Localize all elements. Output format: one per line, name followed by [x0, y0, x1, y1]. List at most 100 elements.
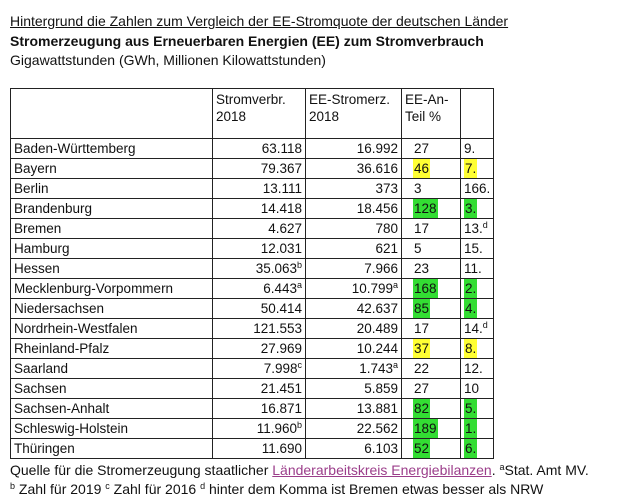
cell-ee-anteil: 17	[401, 318, 461, 339]
cell-stromverbrauch: 35.063b	[212, 258, 306, 279]
table-row: Thüringen 11.690 6.103 52 6.	[10, 438, 495, 459]
rang-value: 9.	[464, 141, 476, 156]
cell-land: Hessen	[10, 258, 213, 279]
cell-ee-stromerzeugung: 621	[305, 238, 402, 259]
cell-ee-anteil: 3	[401, 178, 461, 199]
cell-stromverbrauch: 4.627	[212, 218, 306, 239]
cell-stromverbrauch: 21.451	[212, 378, 306, 399]
anteil-value: 168	[413, 279, 438, 298]
anteil-value: 3	[414, 181, 422, 196]
cell-rang: 12.	[459, 358, 495, 379]
unit-line: Gigawattstunden (GWh, Millionen Kilowatt…	[10, 52, 326, 68]
cell-rang: 2.	[459, 278, 495, 299]
anteil-value: 27	[414, 381, 430, 396]
cell-ee-stromerzeugung: 10.244	[305, 338, 402, 359]
rang-value: 11.	[464, 261, 482, 276]
cell-land: Bremen	[10, 218, 213, 239]
anteil-value: 27	[414, 141, 430, 156]
cell-stromverbrauch: 121.553	[212, 318, 306, 339]
cell-stromverbrauch: 14.418	[212, 198, 306, 219]
anteil-value: 85	[413, 299, 431, 318]
footer-source-text: Quelle für die Stromerzeugung staatliche…	[10, 462, 273, 478]
cell-land: Rheinland-Pfalz	[10, 338, 213, 359]
cell-rang: 13.d	[459, 218, 495, 239]
table-title: Stromerzeugung aus Erneuerbaren Energien…	[10, 33, 484, 49]
header-cell-stromverbrauch: Stromverbr. 2018	[212, 88, 306, 139]
cell-ee-stromerzeugung: 16.992	[305, 138, 402, 159]
cell-ee-anteil: 5	[401, 238, 461, 259]
cell-ee-anteil: 37	[401, 338, 461, 359]
cell-ee-stromerzeugung: 5.859	[305, 378, 402, 399]
heading-line1: Hintergrund die Zahlen zum Vergleich der…	[10, 13, 509, 29]
table-row: Mecklenburg-Vorpommern 6.443a 10.799a 168 2.	[10, 278, 495, 299]
cell-land: Sachsen-Anhalt	[10, 398, 213, 419]
cell-ee-anteil: 17	[401, 218, 461, 239]
cell-land: Brandenburg	[10, 198, 213, 219]
cell-land: Berlin	[10, 178, 213, 199]
header-cell-rang	[459, 88, 495, 139]
anteil-value: 23	[414, 261, 430, 276]
rang-value: 5.	[464, 399, 478, 418]
cell-rang: 7.	[459, 158, 495, 179]
cell-ee-stromerzeugung: 1.743a	[305, 358, 402, 379]
data-table: Stromverbr. 2018 EE-Stromerz. 2018 EE-An- T…	[10, 88, 495, 459]
table-row: Hessen 35.063b 7.966 23 11.	[10, 258, 495, 279]
cell-ee-anteil: 168	[401, 278, 461, 299]
cell-ee-stromerzeugung: 373	[305, 178, 402, 199]
cell-ee-anteil: 22	[401, 358, 461, 379]
cell-ee-anteil: 189	[401, 418, 461, 439]
cell-rang: 5.	[459, 398, 495, 419]
anteil-value: 37	[413, 339, 431, 358]
cell-rang: 11.	[459, 258, 495, 279]
table-header-row: Stromverbr. 2018 EE-Stromerz. 2018 EE-An- T…	[10, 88, 495, 139]
cell-rang: 3.	[459, 198, 495, 219]
cell-stromverbrauch: 12.031	[212, 238, 306, 259]
anteil-value: 128	[413, 199, 438, 218]
cell-rang: 4.	[459, 298, 495, 319]
table-row: Saarland 7.998c 1.743a 22 12.	[10, 358, 495, 379]
cell-land: Saarland	[10, 358, 213, 379]
cell-ee-stromerzeugung: 36.616	[305, 158, 402, 179]
table-row: Berlin 13.111 373 3 166.	[10, 178, 495, 199]
cell-land: Schleswig-Holstein	[10, 418, 213, 439]
rang-value: 12.	[464, 361, 483, 376]
cell-land: Thüringen	[10, 438, 213, 459]
rang-value: 2.	[464, 279, 478, 298]
rang-value: 13.d	[464, 220, 488, 237]
table-row: Baden-Württemberg 63.118 16.992 27 9.	[10, 138, 495, 159]
cell-stromverbrauch: 7.998c	[212, 358, 306, 379]
cell-rang: 166.	[459, 178, 495, 199]
anteil-value: 46	[413, 159, 431, 178]
rang-value: 14.d	[464, 320, 488, 337]
anteil-value: 52	[413, 439, 431, 458]
table-row: Bayern 79.367 36.616 46 7.	[10, 158, 495, 179]
table-row: Sachsen-Anhalt 16.871 13.881 82 5.	[10, 398, 495, 419]
cell-land: Sachsen	[10, 378, 213, 399]
cell-ee-stromerzeugung: 780	[305, 218, 402, 239]
rang-value: 10	[464, 381, 480, 396]
cell-ee-stromerzeugung: 13.881	[305, 398, 402, 419]
cell-land: Mecklenburg-Vorpommern	[10, 278, 213, 299]
cell-land: Niedersachsen	[10, 298, 213, 319]
cell-ee-stromerzeugung: 10.799a	[305, 278, 402, 299]
rang-value: 4.	[464, 299, 478, 318]
cell-stromverbrauch: 13.111	[212, 178, 306, 199]
cell-ee-anteil: 128	[401, 198, 461, 219]
cell-rang: 1.	[459, 418, 495, 439]
cell-ee-stromerzeugung: 20.489	[305, 318, 402, 339]
rang-value: 3.	[464, 199, 478, 218]
table-row: Brandenburg 14.418 18.456 128 3.	[10, 198, 495, 219]
cell-land: Baden-Württemberg	[10, 138, 213, 159]
cell-stromverbrauch: 6.443a	[212, 278, 306, 299]
cell-land: Hamburg	[10, 238, 213, 259]
cell-stromverbrauch: 50.414	[212, 298, 306, 319]
table-row: Nordrhein-Westfalen 121.553 20.489 17 14.d	[10, 318, 495, 339]
cell-land: Nordrhein-Westfalen	[10, 318, 213, 339]
energiebilanzen-link[interactable]: Länderarbeitskreis Energiebilanzen	[272, 462, 492, 478]
cell-ee-anteil: 27	[401, 378, 461, 399]
header-cell-ee-stromerzeugung: EE-Stromerz. 2018	[305, 88, 402, 139]
cell-ee-anteil: 46	[401, 158, 461, 179]
rang-value: 15.	[464, 241, 483, 256]
rang-value: 7.	[464, 159, 478, 178]
table-row: Sachsen 21.451 5.859 27 10	[10, 378, 495, 399]
